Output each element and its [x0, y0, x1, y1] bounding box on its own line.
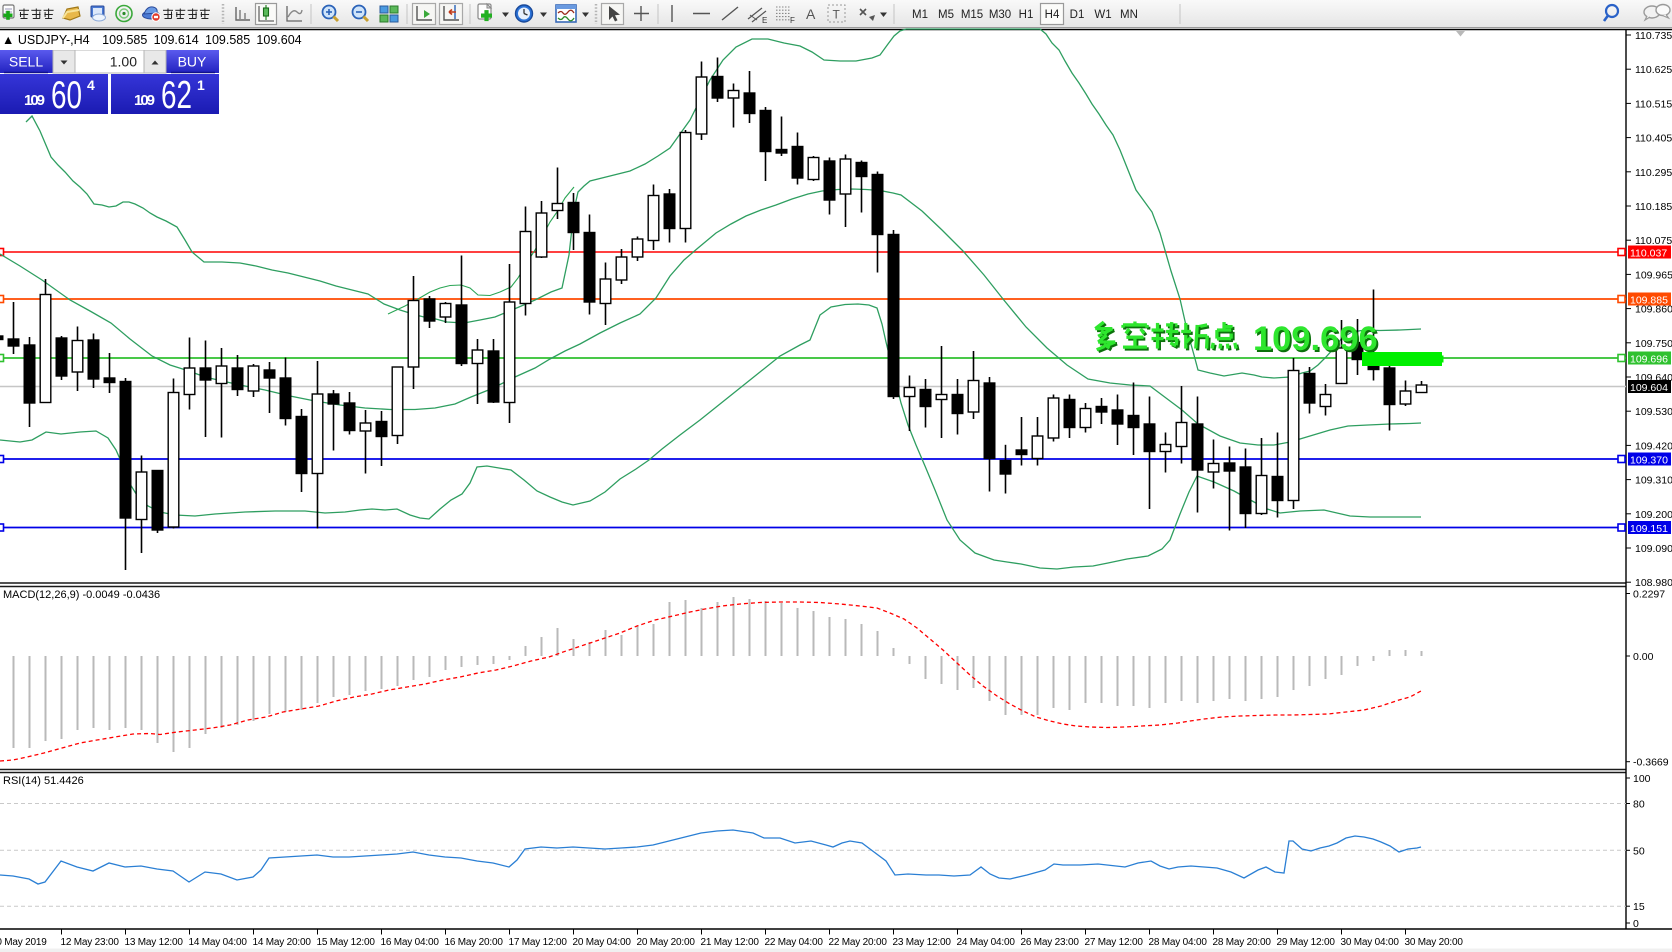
svg-text:RSI(14) 51.4426: RSI(14) 51.4426 [3, 775, 84, 787]
svg-text:30 May 04:00: 30 May 04:00 [1341, 937, 1400, 948]
svg-text:109.310: 109.310 [1635, 475, 1672, 487]
svg-text:28 May 20:00: 28 May 20:00 [1213, 937, 1272, 948]
svg-text:-0.3669: -0.3669 [1633, 757, 1669, 769]
svg-text:13 May 12:00: 13 May 12:00 [125, 937, 184, 948]
svg-text:109.604: 109.604 [1630, 382, 1668, 394]
svg-text:110.625: 110.625 [1635, 64, 1672, 76]
svg-text:109.860: 109.860 [1635, 304, 1672, 316]
svg-text:1: 1 [197, 77, 205, 93]
svg-text:110.735: 110.735 [1635, 30, 1672, 42]
svg-text:20 May 04:00: 20 May 04:00 [573, 937, 632, 948]
svg-text:109.151: 109.151 [1630, 523, 1668, 535]
svg-text:H4: H4 [1045, 9, 1060, 21]
svg-text:80: 80 [1633, 799, 1645, 811]
svg-text:16 May 04:00: 16 May 04:00 [381, 937, 440, 948]
svg-text:A: A [806, 6, 816, 22]
svg-text:BUY: BUY [178, 54, 207, 70]
svg-text:110.515: 110.515 [1635, 98, 1672, 110]
svg-text:109.885: 109.885 [1630, 295, 1668, 307]
svg-text:60: 60 [51, 74, 82, 114]
svg-text:E: E [762, 16, 767, 25]
svg-text:0.2297: 0.2297 [1633, 589, 1665, 601]
svg-text:M15: M15 [961, 9, 983, 21]
svg-text:15 May 12:00: 15 May 12:00 [317, 937, 376, 948]
svg-text:27 May 12:00: 27 May 12:00 [1085, 937, 1144, 948]
svg-text:20 May 20:00: 20 May 20:00 [637, 937, 696, 948]
svg-text:MN: MN [1120, 9, 1138, 21]
svg-text:4: 4 [87, 77, 95, 93]
svg-text:110.295: 110.295 [1635, 167, 1672, 179]
svg-text:110.075: 110.075 [1635, 235, 1672, 247]
svg-text:M1: M1 [912, 9, 928, 21]
svg-text:16 May 20:00: 16 May 20:00 [445, 937, 504, 948]
svg-text:M30: M30 [989, 9, 1011, 21]
svg-text:F: F [790, 16, 795, 25]
svg-text:0: 0 [1633, 918, 1639, 930]
svg-text:MACD(12,26,9) -0.0049 -0.0436: MACD(12,26,9) -0.0049 -0.0436 [3, 589, 160, 601]
svg-text:110.037: 110.037 [1630, 248, 1667, 260]
svg-text:109.750: 109.750 [1635, 338, 1672, 350]
svg-text:23 May 12:00: 23 May 12:00 [893, 937, 952, 948]
svg-text:22 May 20:00: 22 May 20:00 [829, 937, 888, 948]
svg-text:H1: H1 [1019, 9, 1034, 21]
svg-text:D1: D1 [1070, 9, 1085, 21]
svg-text:1.00: 1.00 [110, 54, 137, 70]
svg-text:30 May 20:00: 30 May 20:00 [1405, 937, 1464, 948]
svg-text:108.980: 108.980 [1635, 577, 1672, 589]
svg-text:109.090: 109.090 [1635, 543, 1672, 555]
svg-text:109.420: 109.420 [1635, 440, 1672, 452]
svg-text:109.200: 109.200 [1635, 509, 1672, 521]
svg-text:10 May 2019: 10 May 2019 [0, 937, 47, 948]
svg-text:M5: M5 [938, 9, 954, 21]
svg-text:109.530: 109.530 [1635, 406, 1672, 418]
svg-text:14 May 04:00: 14 May 04:00 [189, 937, 248, 948]
svg-text:24 May 04:00: 24 May 04:00 [957, 937, 1016, 948]
svg-text:100: 100 [1633, 773, 1651, 785]
svg-text:T: T [833, 8, 841, 22]
svg-text:109: 109 [24, 92, 45, 109]
svg-text:28 May 04:00: 28 May 04:00 [1149, 937, 1208, 948]
svg-text:W1: W1 [1094, 9, 1111, 21]
svg-text:109: 109 [134, 92, 155, 109]
svg-text:12 May 23:00: 12 May 23:00 [61, 937, 120, 948]
svg-text:50: 50 [1633, 845, 1645, 857]
svg-text:110.405: 110.405 [1635, 133, 1672, 145]
svg-text:109.696: 109.696 [1255, 322, 1380, 360]
svg-text:62: 62 [161, 74, 192, 114]
svg-text:26 May 23:00: 26 May 23:00 [1021, 937, 1080, 948]
svg-text:21 May 12:00: 21 May 12:00 [701, 937, 760, 948]
svg-text:22 May 04:00: 22 May 04:00 [765, 937, 824, 948]
svg-text:14 May 20:00: 14 May 20:00 [253, 937, 312, 948]
svg-text:109.696: 109.696 [1630, 354, 1668, 366]
svg-text:109.965: 109.965 [1635, 269, 1672, 281]
svg-text:0.00: 0.00 [1633, 651, 1654, 663]
svg-text:SELL: SELL [9, 54, 43, 70]
svg-text:110.185: 110.185 [1635, 201, 1672, 213]
svg-text:17 May 12:00: 17 May 12:00 [509, 937, 568, 948]
svg-text:29 May 12:00: 29 May 12:00 [1277, 937, 1336, 948]
svg-text:109.696: 109.696 [1253, 320, 1378, 358]
svg-text:15: 15 [1633, 901, 1645, 913]
svg-text:109.370: 109.370 [1630, 455, 1668, 467]
